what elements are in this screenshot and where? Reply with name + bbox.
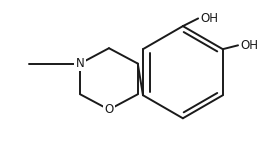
Text: OH: OH — [240, 39, 258, 52]
Text: N: N — [76, 57, 84, 70]
Text: O: O — [104, 103, 114, 116]
Text: OH: OH — [200, 12, 218, 25]
